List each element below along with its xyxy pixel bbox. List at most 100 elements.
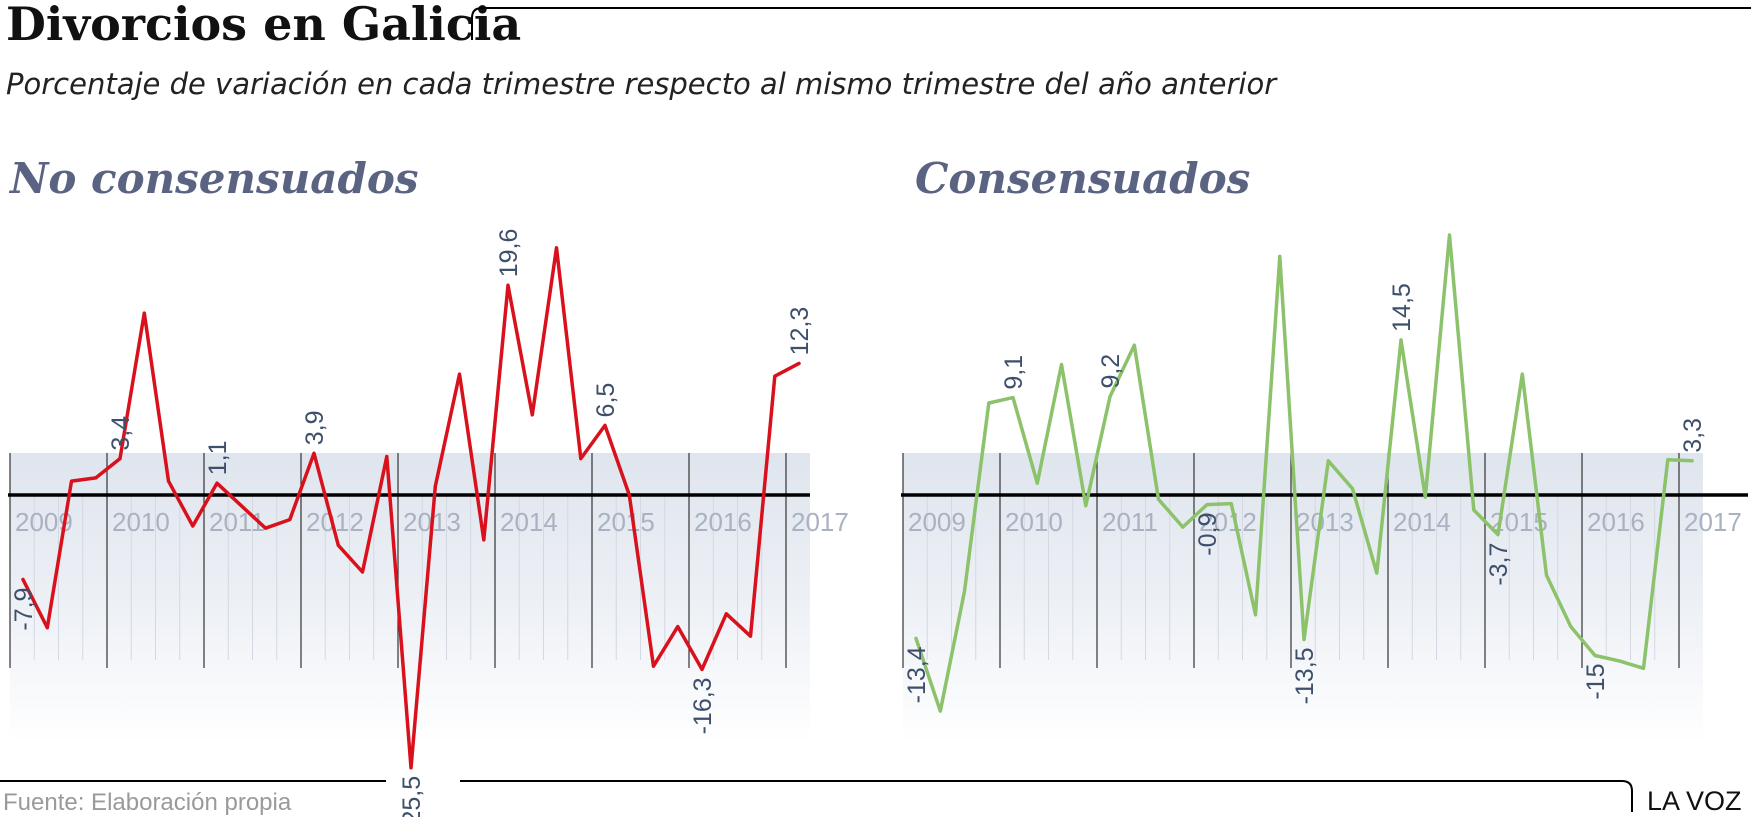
data-point — [1569, 625, 1573, 629]
data-point — [1593, 654, 1597, 657]
data-point — [1642, 666, 1645, 670]
footer-rule-right — [460, 780, 1633, 812]
data-value-label: -3,7 — [1485, 543, 1513, 586]
year-tick-label: 2016 — [694, 507, 752, 537]
data-point — [167, 479, 170, 483]
data-point — [1375, 571, 1379, 575]
data-value-label: -25,5 — [398, 776, 426, 817]
year-tick-label: 2016 — [1587, 507, 1645, 537]
data-point — [700, 667, 704, 671]
year-tick-label: 2013 — [1296, 507, 1354, 537]
data-point — [987, 401, 991, 405]
data-point — [914, 636, 918, 640]
data-point — [1181, 525, 1185, 529]
year-tick-label: 2014 — [500, 507, 558, 537]
chart-subtitle: Porcentaje de variación en cada trimestr… — [6, 67, 1278, 101]
data-point — [1278, 254, 1282, 258]
data-point — [1351, 487, 1354, 491]
data-point — [1326, 459, 1330, 463]
data-value-label: 3,3 — [1679, 418, 1707, 453]
data-value-label: -7,9 — [10, 588, 38, 631]
data-point — [1011, 396, 1015, 400]
data-point — [530, 413, 534, 417]
chart-panel-consensuados: 2009 2010 2011 2012 2013 2014 2015 2016 2017-13,… — [901, 233, 1748, 743]
brand-logo-text: LA VOZ — [1647, 786, 1742, 816]
data-point — [1496, 533, 1500, 537]
data-point — [1084, 504, 1088, 508]
data-point — [1617, 659, 1621, 663]
data-value-label: -13,4 — [903, 646, 931, 703]
data-value-label: 19,6 — [495, 229, 523, 278]
data-point — [506, 283, 510, 287]
data-point — [724, 612, 728, 616]
data-point — [1060, 362, 1063, 366]
data-point — [579, 457, 583, 461]
data-point — [1472, 508, 1476, 512]
data-point — [555, 246, 558, 250]
data-point — [1229, 502, 1233, 506]
data-point — [94, 476, 98, 480]
data-value-label: 3,4 — [107, 416, 135, 451]
source-note: Fuente: Elaboración propia — [3, 789, 292, 816]
data-point — [1108, 395, 1112, 399]
year-tick-label: 2012 — [1199, 507, 1257, 537]
data-point — [1545, 573, 1548, 577]
data-point — [1254, 613, 1257, 617]
data-point — [409, 766, 413, 770]
data-point — [312, 451, 316, 455]
plot-shade — [10, 453, 810, 743]
data-value-label: 9,1 — [1000, 355, 1028, 390]
data-point — [433, 484, 437, 488]
title-rule — [471, 7, 1751, 40]
year-tick-label: 2011 — [1102, 507, 1158, 537]
data-value-label: -13,5 — [1291, 647, 1319, 704]
data-point — [1666, 458, 1670, 462]
data-point — [1520, 372, 1524, 376]
data-value-label: 3,9 — [301, 411, 329, 446]
data-point — [938, 709, 942, 713]
data-point — [749, 634, 752, 638]
data-point — [336, 543, 340, 547]
data-value-label: -0,9 — [1194, 513, 1222, 556]
year-tick-label: 2009 — [908, 507, 966, 537]
year-tick-label: 2017 — [791, 507, 849, 537]
data-value-label: 1,1 — [204, 440, 232, 475]
data-value-label: 14,5 — [1388, 283, 1416, 332]
data-point — [1205, 503, 1209, 507]
data-point — [142, 311, 146, 315]
data-point — [482, 538, 486, 542]
data-point — [797, 361, 801, 365]
data-point — [1448, 233, 1451, 237]
year-tick-label: 2014 — [1393, 507, 1451, 537]
data-point — [1423, 495, 1427, 499]
data-point — [1302, 637, 1306, 641]
year-tick-label: 2011 — [209, 507, 265, 537]
data-value-label: -16,3 — [689, 677, 717, 734]
data-point — [239, 504, 243, 508]
data-point — [191, 524, 195, 528]
year-tick-label: 2010 — [112, 507, 170, 537]
data-point — [773, 374, 777, 378]
data-point — [21, 578, 25, 582]
data-point — [603, 423, 607, 427]
data-point — [1690, 459, 1694, 463]
data-point — [652, 664, 655, 668]
data-point — [676, 625, 680, 629]
data-value-label: 9,2 — [1097, 354, 1125, 389]
data-point — [45, 626, 49, 630]
data-point — [361, 570, 364, 574]
data-point — [1132, 343, 1136, 347]
panel-title-no-consensuados: No consensuados — [8, 154, 418, 203]
data-point — [1399, 338, 1403, 342]
data-point — [1157, 497, 1160, 501]
data-point — [288, 518, 292, 522]
year-tick-label: 2017 — [1684, 507, 1742, 537]
data-point — [70, 479, 73, 483]
data-point — [963, 589, 966, 593]
data-point — [1035, 481, 1039, 485]
data-value-label: 6,5 — [592, 383, 620, 418]
panel-title-consensuados: Consensuados — [915, 154, 1250, 203]
data-point — [118, 457, 122, 461]
data-point — [215, 481, 219, 485]
data-point — [264, 526, 267, 530]
